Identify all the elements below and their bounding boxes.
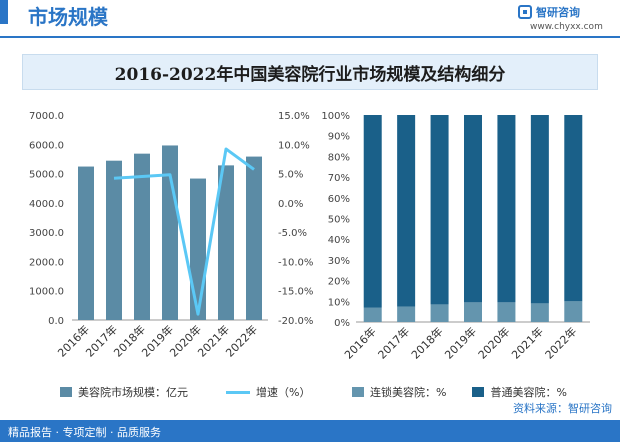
y-tick-label-right: 0% (334, 318, 350, 329)
bar-chain-2017年 (397, 306, 416, 322)
bar-market-size-2017年 (106, 160, 122, 320)
bar-ordinary-2016年 (363, 115, 382, 308)
bar-ordinary-2017年 (397, 115, 416, 307)
y-left-tick-label: 6000.0 (29, 140, 64, 151)
x-tick-label-right: 2020年 (475, 324, 512, 361)
brand-logo-icon (518, 5, 532, 19)
y-right-tick-label: 5.0% (278, 170, 303, 181)
y-tick-label-right: 80% (328, 152, 350, 163)
bar-chain-2019年 (464, 302, 482, 322)
line-growth-rate (113, 147, 255, 316)
bar-market-size-2021年 (218, 165, 234, 320)
bar-chain-2018年 (430, 304, 449, 322)
y-tick-label-right: 50% (328, 215, 350, 226)
y-left-tick-label: 1000.0 (29, 287, 64, 298)
y-right-tick-label: -20.0% (278, 316, 313, 327)
x-tick-label-right: 2022年 (542, 324, 579, 361)
bar-market-size-2019年 (162, 145, 178, 320)
x-tick-label-left: 2022年 (223, 322, 260, 359)
brand-logo: 智研咨询 (518, 4, 580, 20)
bar-ordinary-2022年 (564, 115, 583, 302)
y-right-tick-label: 15.0% (278, 111, 310, 122)
footer-bar: 精品报告 · 专项定制 · 品质服务 (0, 420, 620, 442)
y-right-tick-label: -10.0% (278, 257, 313, 268)
y-right-tick-label: -15.0% (278, 287, 313, 298)
y-left-tick-label: 7000.0 (29, 111, 64, 122)
x-tick-label-right: 2017年 (375, 324, 412, 361)
y-left-tick-label: 5000.0 (29, 170, 64, 181)
y-tick-label-right: 90% (328, 132, 350, 143)
y-left-tick-label: 0.0 (48, 316, 64, 327)
y-left-tick-label: 4000.0 (29, 199, 64, 210)
y-left-tick-label: 3000.0 (29, 228, 64, 239)
bar-ordinary-2020年 (497, 115, 516, 303)
legend-label-growth: 增速（%） (256, 386, 311, 399)
footer-slogan: 精品报告 · 专项定制 · 品质服务 (8, 426, 161, 439)
bar-ordinary-2019年 (464, 115, 482, 303)
page-title: 市场规模 (28, 5, 108, 29)
y-tick-label-right: 20% (328, 277, 350, 288)
bar-market-size-2022年 (246, 156, 262, 320)
bar-market-size-2016年 (78, 166, 94, 320)
bar-chain-2022年 (564, 301, 583, 322)
y-tick-label-right: 60% (328, 194, 350, 205)
x-tick-label-right: 2019年 (442, 324, 479, 361)
header-accent-bar (0, 0, 8, 24)
bar-chain-2021年 (530, 303, 549, 322)
y-tick-label-right: 10% (328, 297, 350, 308)
bar-market-size-2018年 (134, 153, 150, 320)
y-right-tick-label: 0.0% (278, 199, 303, 210)
bar-ordinary-2021年 (530, 115, 549, 304)
y-tick-label-right: 30% (328, 256, 350, 267)
y-right-tick-label: 10.0% (278, 140, 310, 151)
brand-name: 智研咨询 (536, 6, 580, 19)
y-tick-label-right: 70% (328, 173, 350, 184)
legend-label-ordinary: 普通美容院：% (490, 386, 567, 399)
bar-market-size-2020年 (190, 178, 206, 320)
legend-right: 连锁美容院：% 普通美容院：% (352, 384, 567, 400)
legend-swatch-chain (352, 387, 364, 397)
bar-chain-2016年 (363, 307, 382, 322)
brand-url: www.chyxx.com (530, 22, 603, 32)
header-divider (0, 36, 620, 38)
legend-swatch-ordinary (472, 387, 485, 397)
x-tick-label-right: 2018年 (408, 324, 445, 361)
legend-swatch-market-size (60, 387, 72, 397)
y-tick-label-right: 100% (321, 111, 350, 122)
legend-left: 美容院市场规模：亿元 增速（%） (60, 384, 310, 400)
legend-label-chain: 连锁美容院：% (370, 386, 447, 399)
chart-title: 2016-2022年中国美容院行业市场规模及结构细分 (22, 54, 598, 90)
y-right-tick-label: -5.0% (278, 228, 307, 239)
x-tick-label-right: 2016年 (341, 324, 378, 361)
y-tick-label-right: 40% (328, 235, 350, 246)
bar-ordinary-2018年 (430, 115, 449, 305)
y-left-tick-label: 2000.0 (29, 257, 64, 268)
legend-swatch-growth (226, 390, 250, 394)
x-tick-label-right: 2021年 (509, 324, 546, 361)
legend-label-market-size: 美容院市场规模：亿元 (78, 386, 188, 399)
data-source: 资料来源：智研咨询 (513, 402, 612, 415)
bar-chain-2020年 (497, 302, 516, 322)
